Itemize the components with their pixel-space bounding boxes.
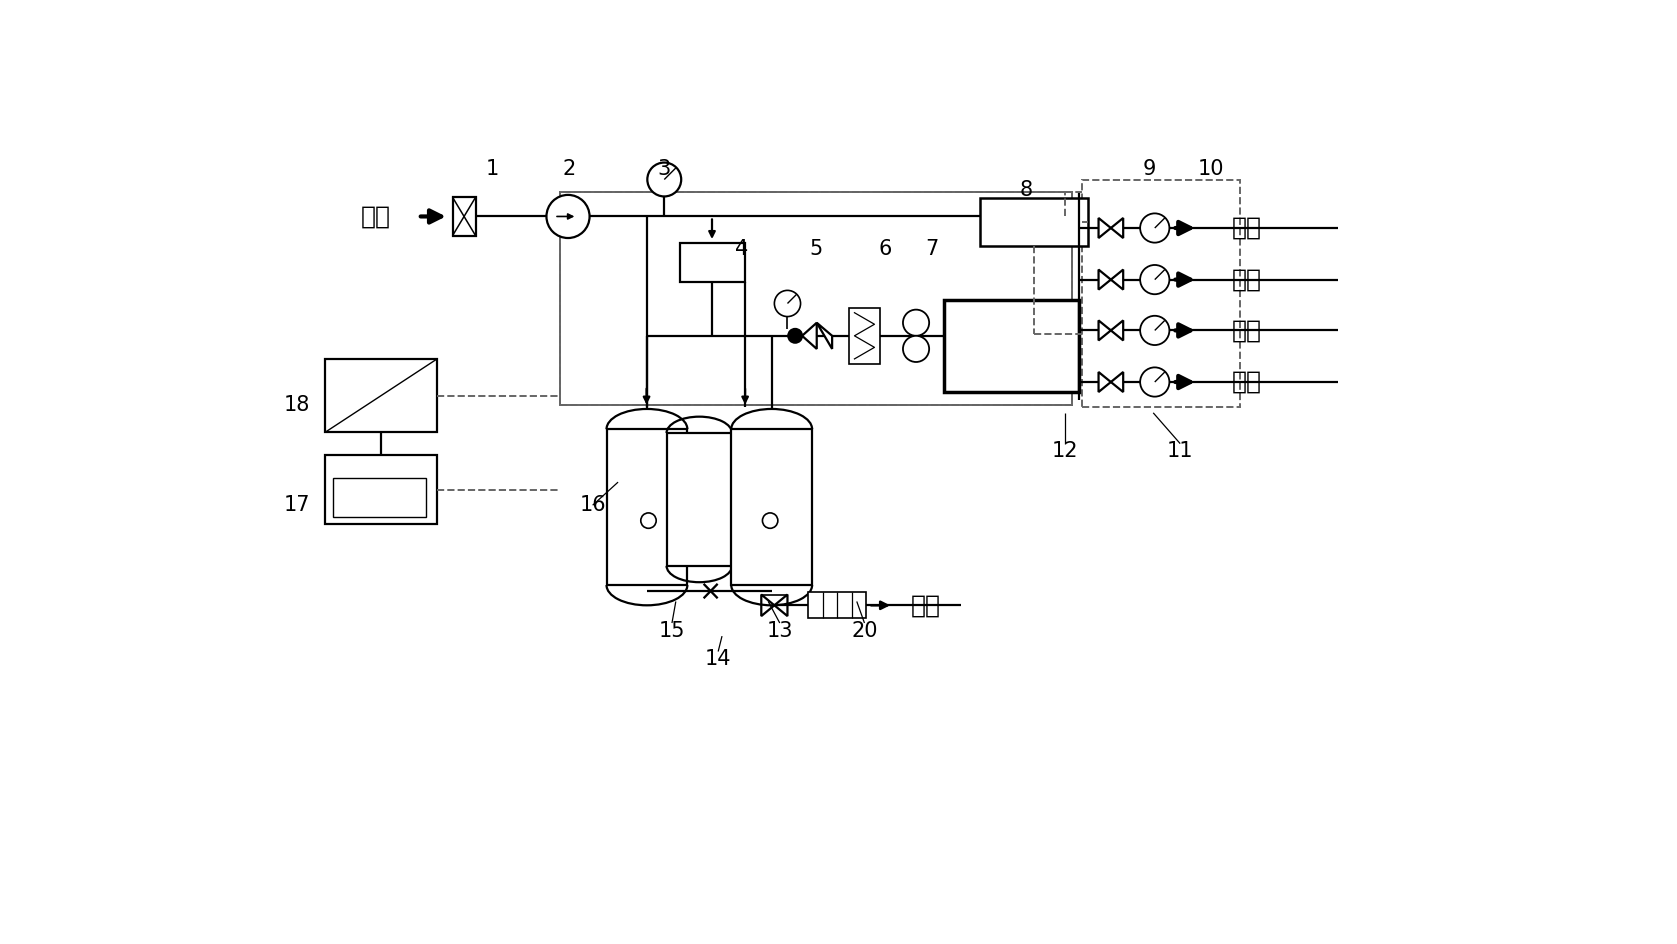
Text: 10: 10 xyxy=(1197,159,1224,178)
Text: 4: 4 xyxy=(735,239,748,259)
Bar xyxy=(325,359,438,432)
Bar xyxy=(731,430,812,585)
Bar xyxy=(453,197,476,236)
Circle shape xyxy=(902,336,929,362)
Text: 12: 12 xyxy=(1051,441,1078,462)
Text: 空气: 空气 xyxy=(361,205,391,228)
Bar xyxy=(1082,180,1241,408)
Text: 13: 13 xyxy=(766,621,793,641)
Text: 14: 14 xyxy=(704,649,731,669)
Bar xyxy=(334,479,426,516)
Bar xyxy=(607,430,688,585)
Polygon shape xyxy=(775,595,788,616)
Text: 氧气: 氧气 xyxy=(1233,318,1263,343)
Polygon shape xyxy=(1098,372,1110,392)
Text: 17: 17 xyxy=(283,496,310,515)
Text: 氧气: 氧气 xyxy=(1233,267,1263,292)
Text: 2: 2 xyxy=(563,159,577,178)
Text: 氧气: 氧气 xyxy=(1233,370,1263,394)
Text: 氧气: 氧气 xyxy=(1233,216,1263,240)
Text: 氮气: 氮气 xyxy=(911,594,941,617)
Circle shape xyxy=(641,513,656,529)
Polygon shape xyxy=(1098,270,1110,290)
Bar xyxy=(979,198,1088,245)
Circle shape xyxy=(1140,316,1169,346)
Text: 18: 18 xyxy=(283,396,310,415)
Bar xyxy=(560,192,1072,405)
Circle shape xyxy=(1140,367,1169,396)
Text: 6: 6 xyxy=(879,239,892,259)
Polygon shape xyxy=(1110,372,1124,392)
Circle shape xyxy=(902,310,929,336)
Polygon shape xyxy=(1098,218,1110,238)
Text: 3: 3 xyxy=(657,159,671,178)
Text: ×: × xyxy=(698,578,721,605)
Bar xyxy=(666,433,733,565)
Circle shape xyxy=(1140,265,1169,295)
Text: 1: 1 xyxy=(486,159,500,178)
Bar xyxy=(679,244,745,282)
Circle shape xyxy=(1140,213,1169,243)
Polygon shape xyxy=(817,323,832,349)
Circle shape xyxy=(763,513,778,529)
Polygon shape xyxy=(761,595,775,616)
Circle shape xyxy=(547,194,590,238)
Bar xyxy=(849,308,880,363)
Bar xyxy=(808,592,865,618)
Circle shape xyxy=(788,329,802,343)
Polygon shape xyxy=(1110,218,1124,238)
Polygon shape xyxy=(1098,320,1110,341)
Bar xyxy=(560,192,1072,405)
Bar xyxy=(944,299,1078,392)
Circle shape xyxy=(775,291,800,316)
Text: 11: 11 xyxy=(1167,441,1194,462)
Text: 15: 15 xyxy=(659,621,686,641)
Bar xyxy=(325,455,438,525)
Text: 7: 7 xyxy=(924,239,937,259)
Text: 5: 5 xyxy=(810,239,823,259)
Text: 16: 16 xyxy=(579,496,605,515)
Polygon shape xyxy=(1110,320,1124,341)
Text: 9: 9 xyxy=(1142,159,1155,178)
Text: 20: 20 xyxy=(852,621,877,641)
Polygon shape xyxy=(1110,270,1124,290)
Polygon shape xyxy=(802,323,817,349)
Text: 8: 8 xyxy=(1020,179,1033,199)
Circle shape xyxy=(647,162,681,196)
